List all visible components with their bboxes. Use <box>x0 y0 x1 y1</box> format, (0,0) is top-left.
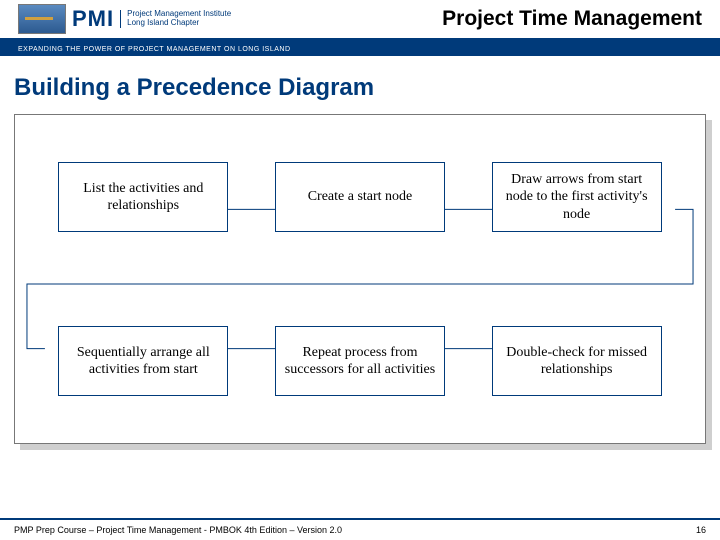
node-draw-arrows: Draw arrows from start node to the first… <box>492 162 662 232</box>
logo-sub-line2: Long Island Chapter <box>127 18 199 27</box>
diagram-container: List the activities and relationships Cr… <box>14 114 706 444</box>
page-title: Project Time Management <box>442 7 720 31</box>
logo-sub-line1: Project Management Institute <box>127 9 231 18</box>
node-list-activities: List the activities and relationships <box>58 162 228 232</box>
footer-page: 16 <box>696 525 706 535</box>
header-top: PMI Project Management Institute Long Is… <box>0 0 720 42</box>
logo-subtitle: Project Management Institute Long Island… <box>120 10 231 28</box>
pmi-logo-icon <box>18 4 66 34</box>
logo-text: PMI Project Management Institute Long Is… <box>72 6 231 32</box>
diagram-grid: List the activities and relationships Cr… <box>15 115 705 443</box>
logo-acronym: PMI <box>72 6 114 32</box>
diagram-panel: List the activities and relationships Cr… <box>14 114 706 444</box>
node-create-start: Create a start node <box>275 162 445 232</box>
footer-left: PMP Prep Course – Project Time Managemen… <box>14 525 342 535</box>
node-sequential-arrange: Sequentially arrange all activities from… <box>58 326 228 396</box>
node-repeat-process: Repeat process from successors for all a… <box>275 326 445 396</box>
footer: PMP Prep Course – Project Time Managemen… <box>0 518 720 540</box>
header-strip: EXPANDING THE POWER OF PROJECT MANAGEMEN… <box>0 42 720 56</box>
logo-block: PMI Project Management Institute Long Is… <box>0 0 231 38</box>
subheading: Building a Precedence Diagram <box>0 56 720 114</box>
node-double-check: Double-check for missed relationships <box>492 326 662 396</box>
header: PMI Project Management Institute Long Is… <box>0 0 720 56</box>
